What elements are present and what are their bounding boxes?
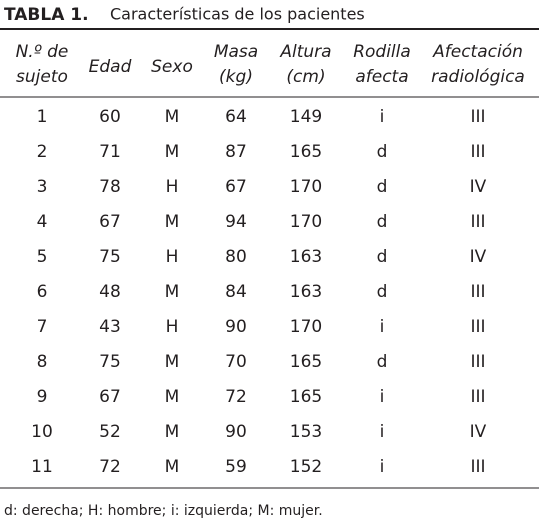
table-cell: 9 [37,387,48,407]
table-cell: III [470,142,485,162]
table-cell: 72 [99,457,121,477]
table-cell: 170 [290,317,322,337]
column-header: sujeto [16,67,68,87]
table-cell: d [377,142,388,162]
table-cell: 67 [99,212,121,232]
table-cell: III [470,387,485,407]
table-cell: 1 [37,107,48,127]
column-header: Edad [89,57,132,77]
table-cell: H [166,247,179,267]
table-cell: 2 [37,142,48,162]
table-cell: 67 [99,387,121,407]
column-header: Rodilla [353,42,411,62]
table-cell: 11 [31,457,53,477]
column-header: Altura [279,42,331,62]
table-cell: 163 [290,247,322,267]
table-cell: 4 [37,212,48,232]
column-header: Masa [214,42,258,62]
table-cell: III [470,317,485,337]
table-cell: 149 [290,107,322,127]
table-cell: 75 [99,247,121,267]
table-cell: III [470,457,485,477]
table-cell: 165 [290,387,322,407]
table-cell: III [470,282,485,302]
column-header: (kg) [219,67,253,87]
table-cell: 8 [37,352,48,372]
table-cell: 72 [225,387,247,407]
table-cell: H [166,317,179,337]
table-cell: 152 [290,457,322,477]
table-cell: d [377,177,388,197]
table-cell: IV [470,422,487,442]
table-cell: 153 [290,422,322,442]
table-cell: M [165,142,180,162]
table-cell: M [165,352,180,372]
table-cell: 48 [99,282,121,302]
table-cell: 94 [225,212,247,232]
table-cell: 5 [37,247,48,267]
table-cell: 52 [99,422,121,442]
table-cell: 78 [99,177,121,197]
table-cell: 170 [290,177,322,197]
table-cell: 165 [290,352,322,372]
table-cell: 80 [225,247,247,267]
table-cell: 71 [99,142,121,162]
table-cell: 60 [99,107,121,127]
table-cell: III [470,212,485,232]
table-label: TABLA 1. [4,5,89,25]
table-cell: M [165,212,180,232]
table-cell: 6 [37,282,48,302]
table-cell: 59 [225,457,247,477]
table-cell: 87 [225,142,247,162]
table-cell: 75 [99,352,121,372]
table-cell: 90 [225,422,247,442]
table-cell: 43 [99,317,121,337]
table-cell: 64 [225,107,247,127]
table-cell: 7 [37,317,48,337]
table-cell: M [165,387,180,407]
table-cell: M [165,457,180,477]
table-cell: 170 [290,212,322,232]
table-cell: i [380,422,385,442]
column-header: afecta [355,67,408,87]
table-cell: M [165,282,180,302]
table-cell: IV [470,177,487,197]
table-cell: 90 [225,317,247,337]
table-cell: d [377,212,388,232]
table-cell: IV [470,247,487,267]
table-cell: 163 [290,282,322,302]
table-cell: 165 [290,142,322,162]
table-cell: M [165,107,180,127]
table-cell: 67 [225,177,247,197]
table-cell: i [380,107,385,127]
table-cell: H [166,177,179,197]
table-cell: i [380,317,385,337]
table-cell: d [377,247,388,267]
table-title: Características de los pacientes [110,5,365,24]
column-header: radiológica [431,67,525,87]
table-cell: M [165,422,180,442]
column-header: Afectación [432,42,523,62]
table-cell: 10 [31,422,53,442]
table-cell: III [470,352,485,372]
table-cell: 3 [37,177,48,197]
table-cell: d [377,352,388,372]
table-cell: i [380,387,385,407]
column-header: N.º de [16,42,69,62]
column-header: (cm) [286,67,325,87]
table-cell: 84 [225,282,247,302]
table-cell: i [380,457,385,477]
table-cell: d [377,282,388,302]
footnote: d: derecha; H: hombre; i: izquierda; M: … [4,503,323,519]
table-cell: III [470,107,485,127]
column-header: Sexo [151,57,193,77]
table-cell: 70 [225,352,247,372]
